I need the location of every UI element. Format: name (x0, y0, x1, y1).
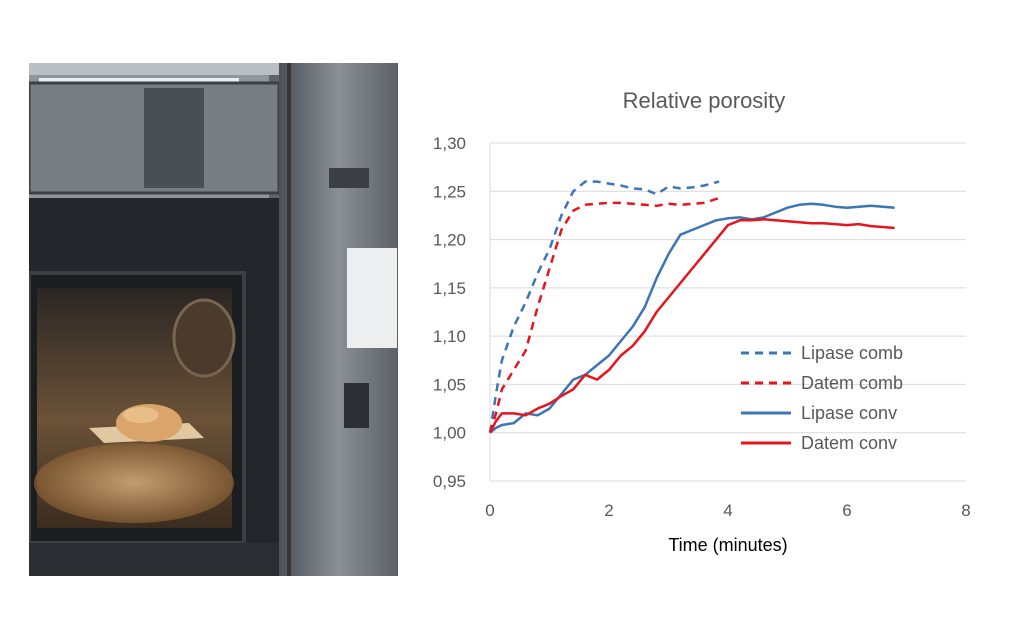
legend: Lipase comb Datem comb Lipase conv Datem co… (741, 343, 903, 453)
x-tick-label-3: 6 (842, 501, 851, 520)
x-tick-label-2: 4 (723, 501, 732, 520)
series-line-lipase-conv (489, 202, 895, 434)
x-tick-label-0: 0 (485, 501, 494, 520)
y-tick-labels: 0,95 1,00 1,05 1,10 1,15 1,20 1,25 1,30 (433, 134, 466, 491)
y-tick-label-0: 0,95 (433, 472, 466, 491)
x-axis-label: Time (minutes) (668, 535, 787, 555)
porosity-chart: Relative porosity 0,95 1,00 1,05 1,10 1,15 1,… (433, 88, 971, 555)
series-line-lipase-comb (488, 180, 720, 433)
legend-label-1: Datem comb (801, 373, 903, 393)
series-line-datem-comb (488, 196, 720, 434)
legend-label-0: Lipase comb (801, 343, 903, 363)
y-tick-label-2: 1,05 (433, 375, 466, 394)
chart-title: Relative porosity (623, 88, 786, 113)
series-line-datem-conv (488, 218, 895, 434)
x-tick-labels: 0 2 4 6 8 (485, 501, 970, 520)
legend-label-3: Datem conv (801, 433, 897, 453)
gridlines (489, 142, 966, 482)
y-tick-label-4: 1,15 (433, 279, 466, 298)
y-tick-label-1: 1,00 (433, 424, 466, 443)
y-tick-label-5: 1,20 (433, 231, 466, 250)
y-tick-label-7: 1,30 (433, 134, 466, 153)
x-tick-label-4: 8 (961, 501, 970, 520)
oven-photo (29, 63, 398, 576)
series-lines (488, 180, 895, 434)
x-tick-label-1: 2 (604, 501, 613, 520)
legend-label-2: Lipase conv (801, 403, 897, 423)
y-tick-label-3: 1,10 (433, 327, 466, 346)
y-tick-label-6: 1,25 (433, 182, 466, 201)
